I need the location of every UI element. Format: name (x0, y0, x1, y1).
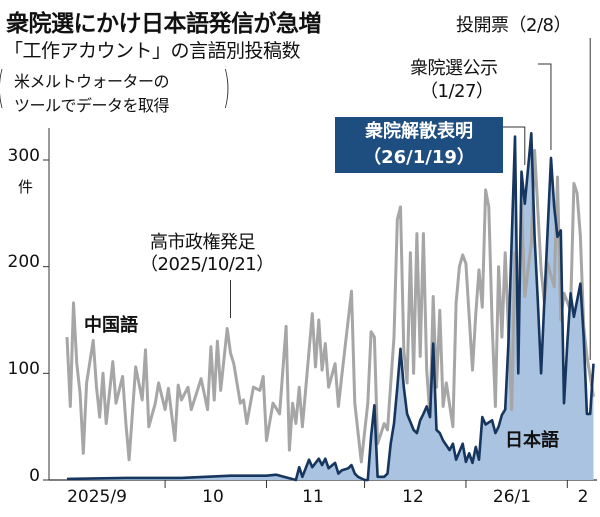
annotation-dissolution-box: 衆院解散表明 （26/1/19） (335, 117, 503, 173)
annotation-announcement-date: （1/27） (420, 81, 494, 102)
annotation-announcement: 衆院選公示 (410, 58, 498, 79)
annotation-dissolution: 衆院解散表明 (365, 121, 473, 142)
annotation-dissolution-date: （26/1/19） (363, 147, 475, 168)
chart-title: 衆院選にかけ日本語発信が急増 (6, 11, 322, 37)
annotation-takaichi: 高市政権発足 (150, 232, 256, 253)
annotation-takaichi-date: （2025/10/21） (140, 254, 274, 275)
y-tick-label: 0 (29, 466, 40, 486)
annotation-voting: 投開票（2/8） (456, 15, 571, 36)
note-right-paren: ) (222, 62, 231, 113)
legend-japanese: 日本語 (505, 430, 559, 451)
leader-dissolution (503, 126, 526, 165)
x-tick-label: 11 (302, 487, 324, 507)
japanese-series-line (66, 132, 595, 482)
y-tick-label: 100 (7, 359, 40, 379)
y-tick-label: 300 (7, 146, 40, 166)
x-tick-label: 26/1 (492, 487, 532, 507)
source-note-line1: 米メルトウォーターの (14, 72, 170, 91)
note-left-paren: ( (0, 62, 4, 113)
japanese-area (67, 133, 594, 481)
leader-announcement (538, 63, 552, 150)
y-axis-unit: 件 (18, 178, 34, 196)
x-tick-label: 2025/9 (67, 487, 127, 507)
x-tick-label: 12 (402, 487, 424, 507)
legend-chinese: 中国語 (84, 315, 138, 336)
x-tick-label: 2 (577, 487, 589, 507)
source-note-line2: ツールでデータを取得 (14, 96, 170, 115)
chinese-series-line (65, 148, 595, 464)
x-tick-label: 10 (202, 487, 224, 507)
chart-subtitle: 「工作アカウント」の言語別投稿数 (4, 40, 301, 62)
y-tick-label: 200 (7, 252, 40, 272)
